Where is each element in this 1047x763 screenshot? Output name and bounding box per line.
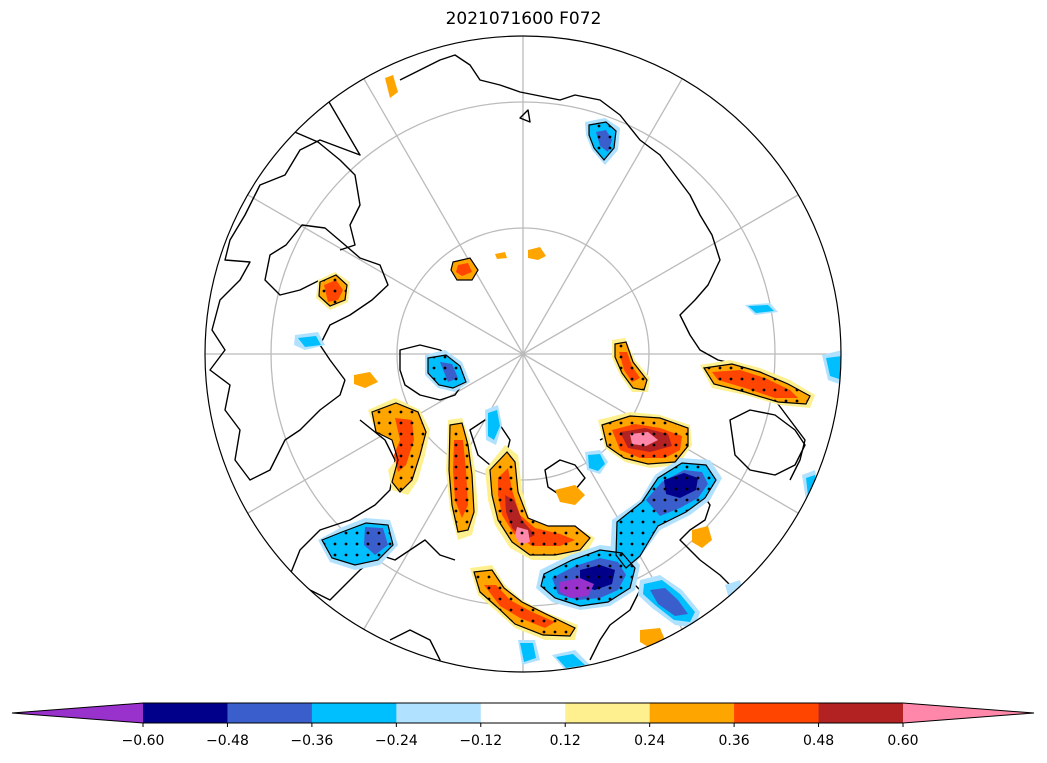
colorbar-segment bbox=[227, 703, 313, 723]
colorbar-segment bbox=[818, 703, 904, 723]
graticule bbox=[205, 36, 841, 672]
colorbar-ticks: −0.60 −0.48 −0.36 −0.24 −0.12 0.12 0.24 0.36 0.4… bbox=[122, 723, 919, 749]
colorbar-segments bbox=[11, 702, 1035, 724]
colorbar-tick-label: −0.24 bbox=[375, 733, 418, 749]
colorbar-tick-label: 0.48 bbox=[803, 733, 834, 749]
colorbar-tick-label: 0.36 bbox=[719, 733, 750, 749]
colorbar-segment bbox=[734, 703, 820, 723]
colorbar-tick-label: 0.24 bbox=[634, 733, 665, 749]
colorbar-extend-low bbox=[12, 703, 143, 723]
colorbar-tick-label: −0.48 bbox=[206, 733, 249, 749]
polar-map bbox=[204, 35, 842, 673]
colorbar-tick-label: 0.12 bbox=[550, 733, 581, 749]
colorbar-segment bbox=[143, 703, 228, 723]
colorbar-tick-label: −0.12 bbox=[459, 733, 502, 749]
colorbar-outline bbox=[11, 702, 1035, 724]
colorbar-tick-label: −0.36 bbox=[290, 733, 333, 749]
colorbar-tick-label: 0.60 bbox=[887, 733, 918, 749]
map-title: 2021071600 F072 bbox=[445, 9, 602, 29]
colorbar-segment bbox=[396, 703, 482, 723]
significance-stippling bbox=[319, 122, 810, 636]
colorbar-segment bbox=[480, 703, 566, 723]
colorbar-extend-high bbox=[903, 703, 1034, 723]
colorbar-segment bbox=[565, 703, 651, 723]
colorbar-segment bbox=[311, 703, 397, 723]
map-boundary bbox=[204, 35, 842, 673]
colorbar-segment bbox=[649, 703, 735, 723]
colorbar-tick-label: −0.60 bbox=[122, 733, 165, 749]
